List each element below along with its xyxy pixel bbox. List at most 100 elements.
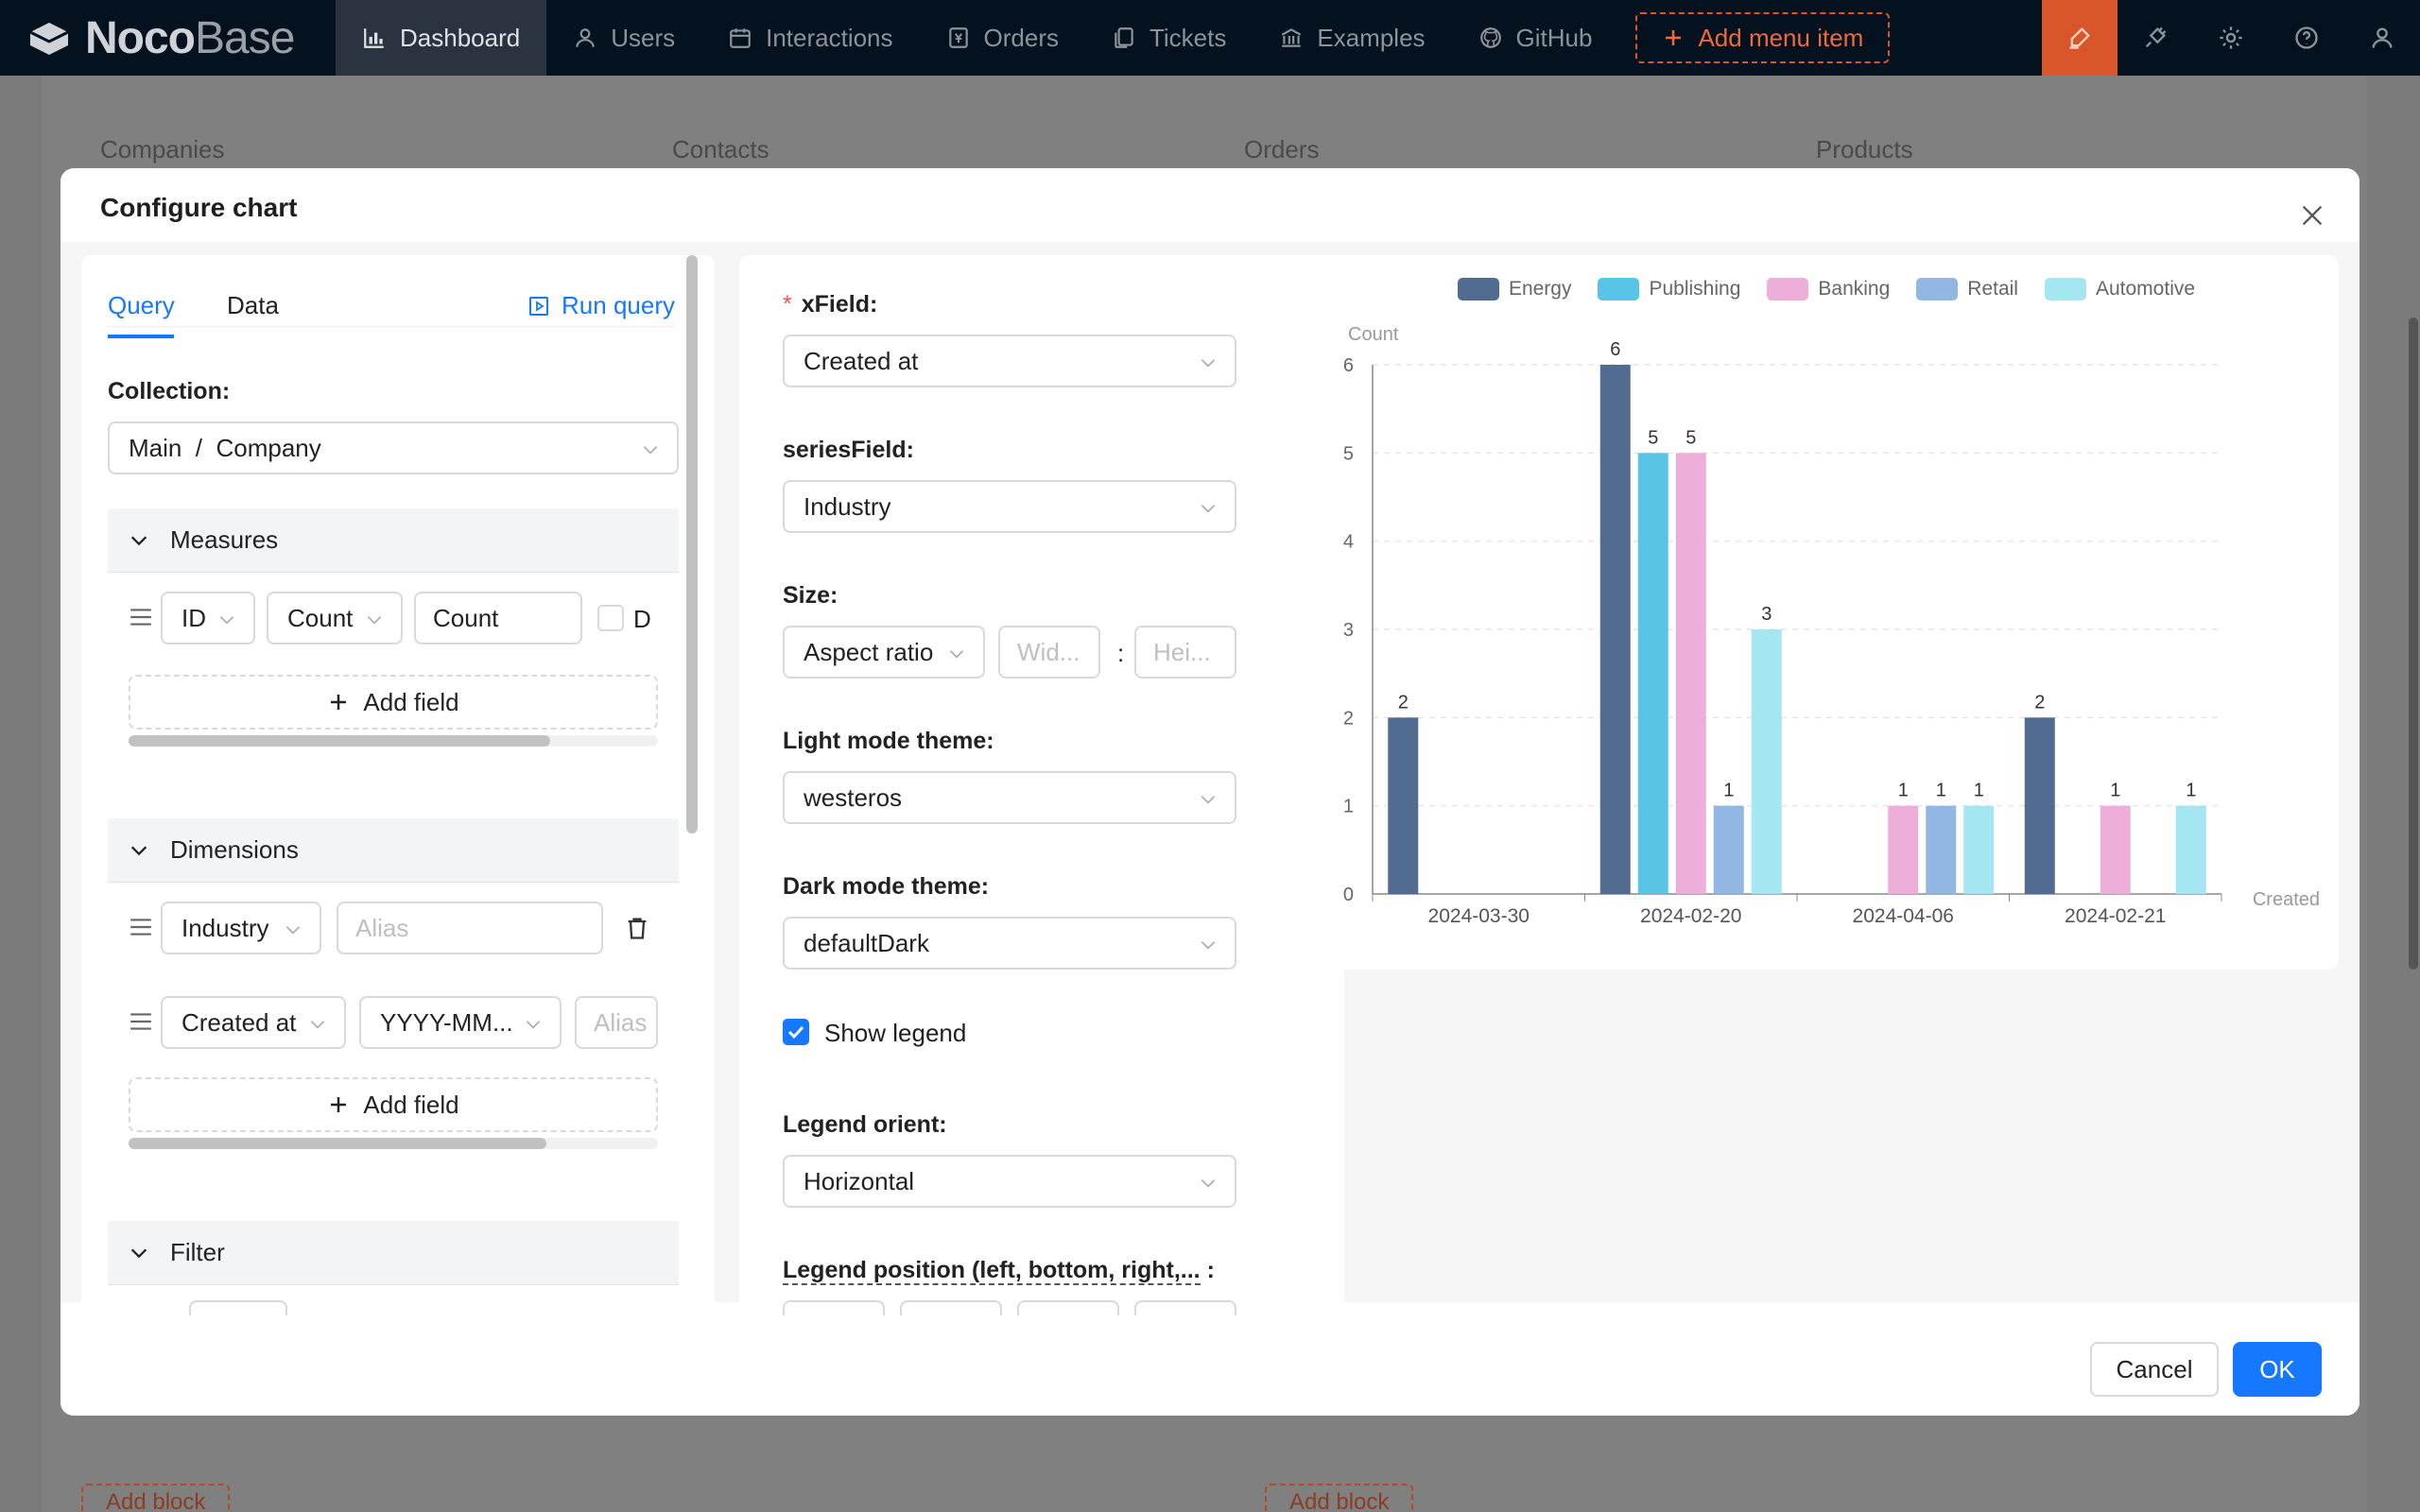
- x-tick-label: 2024-02-20: [1640, 905, 1741, 927]
- nav-item-label: Examples: [1317, 23, 1426, 52]
- nav-item-github[interactable]: GitHub: [1452, 0, 1619, 76]
- legend-right-input[interactable]: Rig...: [1017, 1300, 1119, 1315]
- nav-item-label: Orders: [983, 23, 1059, 52]
- light-theme-value: westeros: [804, 782, 903, 812]
- dimensions-section-header[interactable]: Dimensions: [108, 818, 679, 883]
- date-format-select[interactable]: YYYY-MM...: [359, 996, 562, 1049]
- size-height-input[interactable]: Hei...: [1134, 626, 1236, 679]
- bar-value-label: 2: [1398, 692, 1409, 713]
- nav-item-tickets[interactable]: Tickets: [1085, 0, 1253, 76]
- cancel-button[interactable]: Cancel: [2090, 1342, 2219, 1397]
- ok-button[interactable]: OK: [2233, 1342, 2322, 1397]
- legend-item[interactable]: Automotive: [2044, 278, 2195, 301]
- measure-alias-input[interactable]: Count: [414, 592, 582, 644]
- bar: [1388, 717, 1419, 894]
- legend-top-input[interactable]: Top...: [1134, 1300, 1236, 1315]
- run-query-button[interactable]: Run query: [527, 291, 675, 320]
- add-dimension-field-button[interactable]: Add field: [129, 1077, 658, 1132]
- dimension-field-select[interactable]: Created at: [161, 996, 346, 1049]
- user-menu-button[interactable]: [2344, 0, 2420, 76]
- size-mode-select[interactable]: Aspect ratio: [783, 626, 985, 679]
- nav-item-users[interactable]: Users: [546, 0, 701, 76]
- chevron-down-icon: [949, 650, 964, 659]
- series-field-select[interactable]: Industry: [783, 480, 1236, 533]
- page-scrollbar[interactable]: [2409, 318, 2418, 970]
- filter-section-header[interactable]: Filter: [108, 1221, 679, 1285]
- measures-section-header[interactable]: Measures: [108, 508, 679, 573]
- show-legend-checkbox[interactable]: [783, 1019, 809, 1045]
- dimension-alias-input[interactable]: Alias: [575, 996, 658, 1049]
- measure-field-select[interactable]: ID: [161, 592, 255, 644]
- legend-left-input[interactable]: Left: [783, 1300, 885, 1315]
- required-mark: *: [783, 291, 792, 318]
- bar-value-label: 5: [1685, 427, 1696, 448]
- legend-item[interactable]: Retail: [1916, 278, 2018, 301]
- size-width-input[interactable]: Wid...: [998, 626, 1100, 679]
- legend-bottom-input[interactable]: Bot...: [900, 1300, 1002, 1315]
- bar: [1713, 805, 1744, 894]
- measure-distinct-checkbox[interactable]: [597, 605, 624, 631]
- plus-icon: [331, 695, 347, 710]
- plus-icon: [331, 1097, 347, 1112]
- play-square-icon: [529, 296, 549, 316]
- scrollbar-thumb[interactable]: [129, 735, 550, 747]
- dark-theme-select[interactable]: defaultDark: [783, 917, 1236, 970]
- legend-position-label-text: Legend position (left, bottom, right,...: [783, 1257, 1201, 1285]
- nav-item-examples[interactable]: Examples: [1253, 0, 1451, 76]
- measure-distinct-label: D: [633, 605, 651, 633]
- bar: [2024, 717, 2055, 894]
- scrollbar-thumb[interactable]: [129, 1138, 546, 1149]
- x-axis-title: Created: [2253, 889, 2320, 910]
- bar: [2100, 805, 2131, 894]
- dimension-field-select[interactable]: Industry: [161, 902, 321, 954]
- ui-editor-button[interactable]: [2042, 0, 2118, 76]
- brand-logo[interactable]: Noco Base: [0, 0, 336, 76]
- legend-item[interactable]: Energy: [1457, 278, 1571, 301]
- drag-handle-icon[interactable]: [129, 1011, 153, 1032]
- collection-select[interactable]: Main / Company: [108, 421, 679, 474]
- user-icon: [576, 28, 595, 47]
- light-theme-label: Light mode theme:: [783, 728, 994, 754]
- drag-handle-icon[interactable]: [129, 607, 153, 627]
- chevron-down-icon: [526, 1021, 541, 1029]
- modal-body: Query Data Run query Collection: Main / …: [60, 242, 2360, 1315]
- tab-data[interactable]: Data: [227, 291, 279, 319]
- run-query-label: Run query: [562, 291, 675, 319]
- xfield-label-text: xField: [801, 291, 870, 318]
- add-measure-field-button[interactable]: Add field: [129, 675, 658, 730]
- y-tick-label: 4: [1343, 532, 1354, 553]
- legend-orient-select[interactable]: Horizontal: [783, 1155, 1236, 1208]
- dimension-alias-input[interactable]: Alias: [337, 902, 603, 954]
- measure-aggregation-select[interactable]: Count: [267, 592, 403, 644]
- plus-icon: [1666, 30, 1682, 45]
- query-panel-scrollbar[interactable]: [686, 255, 698, 833]
- measures-horizontal-scrollbar[interactable]: [129, 735, 658, 747]
- light-theme-select[interactable]: westeros: [783, 771, 1236, 824]
- legend-item[interactable]: Banking: [1767, 278, 1890, 301]
- help-button[interactable]: [2269, 0, 2344, 76]
- settings-button[interactable]: [2193, 0, 2269, 76]
- xfield-select[interactable]: Created at: [783, 335, 1236, 387]
- drag-handle-icon[interactable]: [129, 917, 153, 937]
- gear-icon: [2220, 26, 2242, 49]
- checkmark-icon: [787, 1025, 804, 1040]
- y-tick-label: 5: [1343, 443, 1354, 464]
- trash-icon[interactable]: [624, 915, 650, 941]
- legend-label: Publishing: [1649, 278, 1741, 300]
- nav-item-interactions[interactable]: Interactions: [701, 0, 919, 76]
- brand-bold: Noco: [85, 12, 196, 63]
- legend-item[interactable]: Publishing: [1598, 278, 1740, 301]
- tab-query[interactable]: Query: [108, 291, 175, 319]
- nav-item-dashboard[interactable]: Dashboard: [336, 0, 547, 76]
- bar: [1963, 805, 1995, 894]
- nav-item-orders[interactable]: Orders: [920, 0, 1085, 76]
- bar: [1637, 453, 1668, 894]
- plugin-manager-button[interactable]: [2118, 0, 2193, 76]
- chevron-down-icon: [1201, 796, 1216, 804]
- filter-control-partial[interactable]: [189, 1300, 287, 1315]
- collection-value: Main / Company: [129, 433, 321, 462]
- dark-theme-value: defaultDark: [804, 928, 929, 957]
- add-menu-item-button[interactable]: Add menu item: [1635, 12, 1891, 63]
- dimensions-horizontal-scrollbar[interactable]: [129, 1138, 658, 1149]
- close-icon[interactable]: [2299, 202, 2325, 229]
